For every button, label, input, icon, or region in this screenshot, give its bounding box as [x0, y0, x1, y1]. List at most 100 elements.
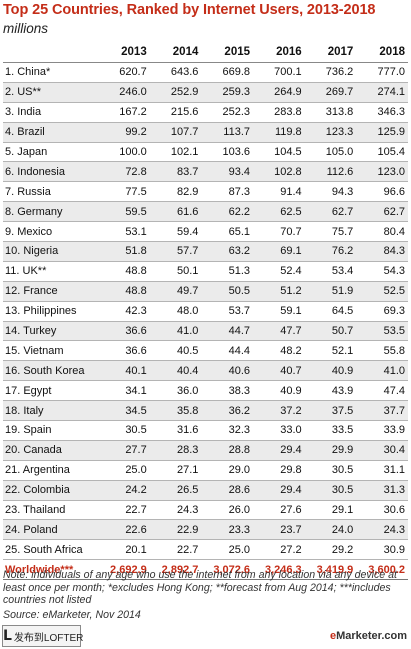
table-row: 10. Nigeria 51.8 57.7 63.2 69.1 76.2 84.3 — [3, 241, 408, 262]
value-cell: 59.5 — [98, 201, 150, 223]
value-cell: 27.6 — [253, 500, 305, 521]
value-cell: 48.8 — [98, 281, 150, 302]
value-cell: 64.5 — [304, 301, 357, 322]
value-cell: 69.1 — [253, 241, 305, 262]
value-cell: 23.3 — [201, 519, 254, 541]
value-cell: 29.2 — [304, 539, 357, 561]
year-header: 2014 — [149, 41, 202, 63]
value-cell: 52.4 — [253, 261, 305, 282]
country-label: 19. Spain — [3, 420, 99, 441]
value-cell: 47.7 — [253, 321, 305, 342]
value-cell: 37.7 — [356, 400, 408, 422]
value-cell: 33.9 — [356, 420, 408, 441]
value-cell: 36.6 — [98, 321, 150, 342]
source-line: Source: eMarketer, Nov 2014 — [3, 609, 141, 621]
value-cell: 24.3 — [149, 500, 202, 521]
total-value: 2,692.9 — [98, 559, 150, 581]
value-cell: 40.7 — [253, 360, 305, 382]
table-row: 23. Thailand 22.7 24.3 26.0 27.6 29.1 30.6 — [3, 500, 408, 521]
emarketer-logo: eMarketer.com — [330, 630, 407, 642]
value-cell: 48.8 — [98, 261, 150, 282]
value-cell: 123.3 — [304, 122, 357, 143]
chart-title: Top 25 Countries, Ranked by Internet Use… — [3, 2, 376, 18]
lofter-share-button[interactable]: L 发布到LOFTER — [2, 625, 84, 647]
country-label: 22. Colombia — [3, 480, 99, 501]
country-label: 6. Indonesia — [3, 161, 99, 183]
value-cell: 51.2 — [253, 281, 305, 302]
share-label: 发布到LOFTER — [13, 632, 84, 644]
value-cell: 94.3 — [304, 181, 357, 203]
country-label: 14. Turkey — [3, 321, 99, 342]
value-cell: 252.9 — [149, 82, 202, 103]
value-cell: 259.3 — [201, 82, 254, 103]
value-cell: 24.2 — [98, 480, 150, 501]
country-label: 16. South Korea — [3, 360, 99, 382]
value-cell: 40.9 — [304, 360, 357, 382]
value-cell: 25.0 — [98, 460, 150, 481]
value-cell: 51.8 — [98, 241, 150, 262]
value-cell: 107.7 — [149, 122, 202, 143]
value-cell: 22.7 — [98, 500, 150, 521]
value-cell: 24.0 — [304, 519, 357, 541]
value-cell: 102.8 — [253, 161, 305, 183]
value-cell: 51.9 — [304, 281, 357, 302]
table-row: 3. India 167.2 215.6 252.3 283.8 313.8 346.3 — [3, 102, 408, 123]
value-cell: 31.1 — [356, 460, 408, 481]
value-cell: 33.5 — [304, 420, 357, 441]
value-cell: 63.2 — [201, 241, 254, 262]
value-cell: 113.7 — [201, 122, 254, 143]
value-cell: 28.8 — [201, 440, 254, 461]
table-row: 16. South Korea 40.1 40.4 40.6 40.7 40.9 41.0 — [3, 360, 408, 382]
country-label: 12. France — [3, 281, 99, 302]
value-cell: 30.6 — [356, 500, 408, 521]
value-cell: 125.9 — [356, 122, 408, 143]
table-row: 2. US** 246.0 252.9 259.3 264.9 269.7 274.1 — [3, 82, 408, 103]
table-row: 24. Poland 22.6 22.9 23.3 23.7 24.0 24.3 — [3, 519, 408, 541]
value-cell: 32.3 — [201, 420, 254, 441]
value-cell: 102.1 — [149, 142, 202, 163]
value-cell: 52.5 — [356, 281, 408, 302]
value-cell: 700.1 — [253, 62, 305, 83]
value-cell: 31.6 — [149, 420, 202, 441]
table-row: 13. Philippines 42.3 48.0 53.7 59.1 64.5 69.3 — [3, 301, 408, 322]
value-cell: 215.6 — [149, 102, 202, 123]
value-cell: 23.7 — [253, 519, 305, 541]
value-cell: 65.1 — [201, 221, 254, 243]
table-row: 6. Indonesia 72.8 83.7 93.4 102.8 112.6 123.0 — [3, 161, 408, 183]
value-cell: 252.3 — [201, 102, 254, 123]
table-row: 14. Turkey 36.6 41.0 44.7 47.7 50.7 53.5 — [3, 321, 408, 342]
logo-name: Marketer.com — [336, 630, 407, 642]
value-cell: 30.5 — [304, 460, 357, 481]
country-label: 13. Philippines — [3, 301, 99, 322]
value-cell: 91.4 — [253, 181, 305, 203]
table-row: 22. Colombia 24.2 26.5 28.6 29.4 30.5 31.3 — [3, 480, 408, 501]
country-label: 24. Poland — [3, 519, 99, 541]
value-cell: 48.2 — [253, 340, 305, 362]
value-cell: 40.4 — [149, 360, 202, 382]
value-cell: 34.1 — [98, 380, 150, 402]
value-cell: 20.1 — [98, 539, 150, 561]
logo-prefix: e — [329, 630, 337, 642]
value-cell: 96.6 — [356, 181, 408, 203]
value-cell: 29.4 — [253, 480, 305, 501]
value-cell: 27.7 — [98, 440, 150, 461]
value-cell: 25.0 — [201, 539, 254, 561]
country-label: 3. India — [3, 102, 99, 123]
value-cell: 36.6 — [98, 340, 150, 362]
country-label: 11. UK** — [3, 261, 99, 282]
table-row: 5. Japan 100.0 102.1 103.6 104.5 105.0 105.4 — [3, 142, 408, 163]
value-cell: 777.0 — [356, 62, 408, 83]
year-header: 2013 — [98, 41, 150, 63]
table-row: 9. Mexico 53.1 59.4 65.1 70.7 75.7 80.4 — [3, 221, 408, 243]
total-value: 2,892.7 — [149, 559, 202, 581]
table-row: 17. Egypt 34.1 36.0 38.3 40.9 43.9 47.4 — [3, 380, 408, 402]
country-label: 21. Argentina — [3, 460, 99, 481]
value-cell: 62.2 — [201, 201, 254, 223]
value-cell: 38.3 — [201, 380, 254, 402]
value-cell: 41.0 — [149, 321, 202, 342]
value-cell: 104.5 — [253, 142, 305, 163]
value-cell: 736.2 — [304, 62, 357, 83]
value-cell: 274.1 — [356, 82, 408, 103]
value-cell: 57.7 — [149, 241, 202, 262]
value-cell: 35.8 — [149, 400, 202, 422]
